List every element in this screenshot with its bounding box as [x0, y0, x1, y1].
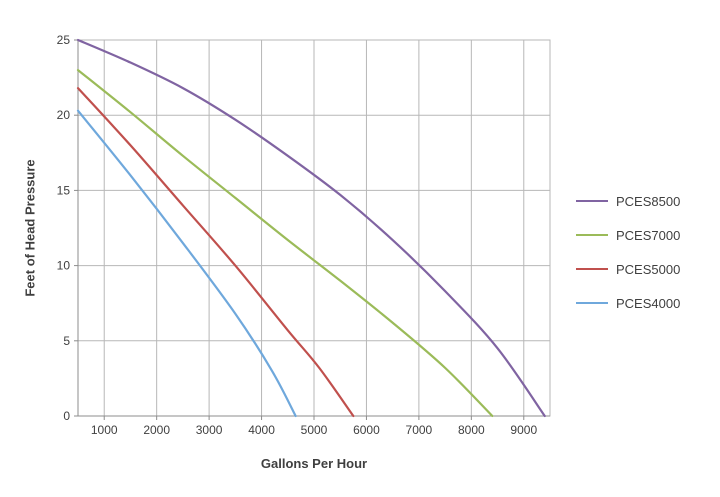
- series-line-pces4000: [76, 109, 297, 418]
- legend-item: PCES4000: [576, 294, 680, 312]
- legend-line-swatch: [576, 234, 608, 236]
- legend-item: PCES5000: [576, 260, 680, 278]
- x-tick-label: 3000: [196, 423, 223, 437]
- legend-label: PCES5000: [616, 261, 681, 277]
- chart-legend: PCES8500 PCES7000 PCES5000 PCES4000: [576, 192, 680, 312]
- series-line-pces7000: [76, 68, 494, 418]
- legend-item: PCES8500: [576, 192, 680, 210]
- y-tick-label: 25: [57, 33, 71, 47]
- y-axis-title: Feet of Head Pressure: [22, 159, 38, 297]
- legend-line-swatch: [576, 302, 608, 304]
- x-tick-label: 5000: [301, 423, 328, 437]
- x-tick-label: 4000: [248, 423, 275, 437]
- y-tick-label: 0: [63, 409, 70, 423]
- x-tick-label: 7000: [406, 423, 433, 437]
- x-tick-label: 8000: [458, 423, 485, 437]
- series-line-pces5000: [76, 87, 355, 418]
- y-tick-label: 20: [57, 108, 71, 122]
- y-tick-label: 5: [63, 334, 70, 348]
- legend-label: PCES4000: [616, 295, 681, 311]
- x-tick-label: 1000: [91, 423, 118, 437]
- legend-line-swatch: [576, 200, 608, 202]
- y-tick-label: 10: [57, 259, 71, 273]
- x-axis-title: Gallons Per Hour: [260, 456, 368, 471]
- x-tick-label: 9000: [510, 423, 537, 437]
- chart-canvas: 0 5 10 15 20 25 1000 2000 3000 4000 5000 6000 7000 80…: [57, 33, 551, 437]
- legend-label: PCES7000: [616, 227, 681, 243]
- legend-label: PCES8500: [616, 193, 681, 209]
- series-line-pces8500: [76, 38, 546, 418]
- x-tick-label: 6000: [353, 423, 380, 437]
- y-tick-label: 15: [57, 183, 71, 197]
- legend-item: PCES7000: [576, 226, 680, 244]
- legend-line-swatch: [576, 268, 608, 270]
- x-tick-label: 2000: [143, 423, 170, 437]
